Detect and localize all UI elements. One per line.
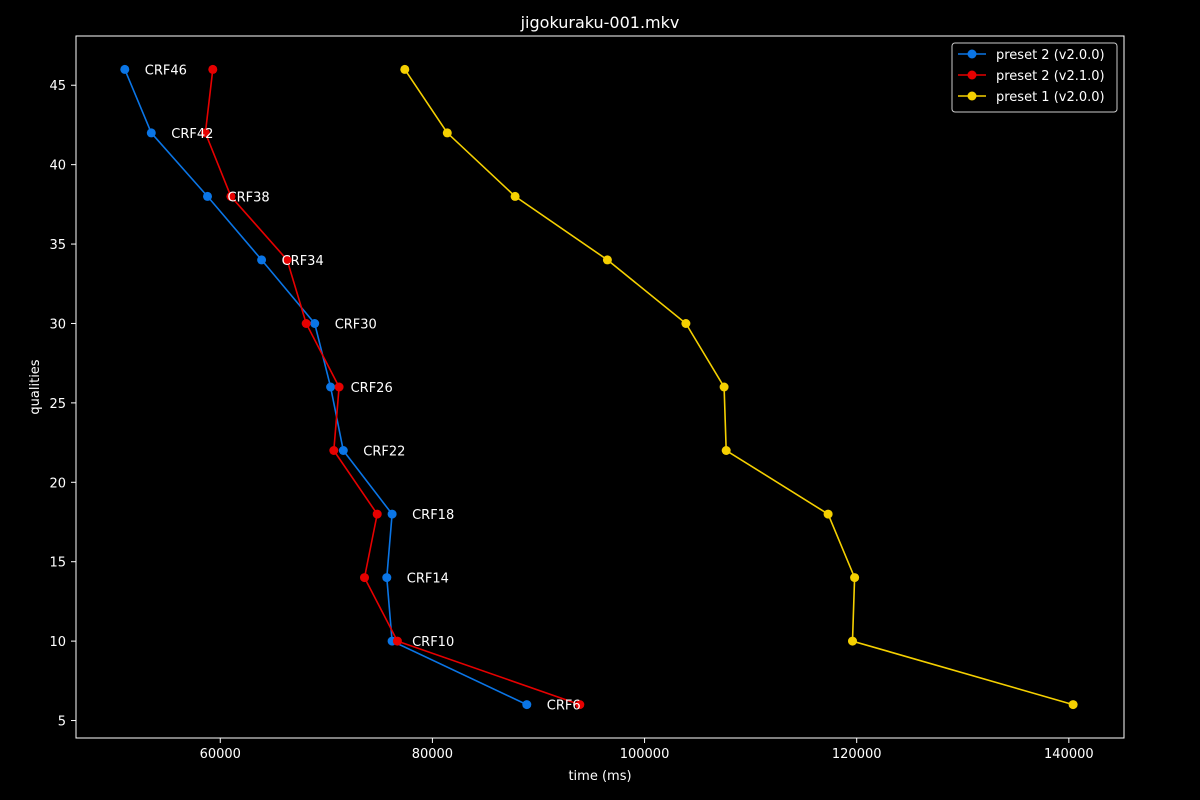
legend-label: preset 2 (v2.1.0) [996,69,1105,84]
data-point [387,509,397,519]
data-point [522,700,532,710]
plot-area: CRF46 CRF42 CRF38 CRF34 CRF30 CRF26 CRF22 CRF18… [120,63,1078,714]
data-point [200,128,210,138]
legend: preset 2 (v2.0.0) preset 2 (v2.1.0) preset… [951,42,1118,113]
plot-frame [75,35,1125,739]
series-2 [200,64,585,710]
y-tick-label: 25 [49,397,66,412]
x-tick-label: 80000 [412,747,453,762]
point-label: CRF34 [282,254,324,269]
data-point [721,446,731,455]
x-tick-label: 100000 [620,747,670,762]
y-tick-label: 10 [49,635,66,650]
data-point [392,636,402,646]
y-tick-label: 30 [49,317,66,332]
point-label: CRF42 [171,127,213,142]
data-point [282,255,292,265]
data-point [850,573,860,583]
x-tick-label: 120000 [832,747,882,762]
y-tick-label: 5 [58,715,66,730]
point-label: CRF38 [228,190,270,205]
x-tick-label: 60000 [200,747,241,762]
data-point [334,382,344,392]
data-point [146,128,156,138]
y-tick-label: 35 [49,238,66,253]
point-label: CRF30 [335,318,377,333]
point-label: CRF22 [363,445,405,460]
x-axis-label: time (ms) [568,769,631,784]
data-point [400,64,410,74]
data-point [1068,700,1078,710]
data-point [338,446,348,455]
legend-marker [967,91,977,101]
chart-title: jigokuraku-001.mkv [520,13,680,32]
point-label: CRF10 [412,635,454,650]
legend-label: preset 2 (v2.0.0) [996,48,1105,63]
legend-entry: preset 2 (v2.1.0) [958,69,1105,84]
data-point [326,382,336,392]
data-point [310,319,320,328]
data-point [848,636,857,646]
y-axis-label: qualities [28,359,43,414]
data-point [823,509,833,519]
legend-entry: preset 1 (v2.0.0) [958,90,1105,105]
data-point [602,255,612,265]
y-tick-label: 20 [49,476,66,491]
point-label: CRF6 [547,699,581,714]
x-tick-label: 140000 [1044,747,1094,762]
point-label: CRF14 [407,572,449,587]
data-point [120,64,130,74]
y-tick-label: 45 [49,79,66,94]
legend-marker [967,49,977,59]
data-point [442,128,452,138]
legend-box [951,42,1118,113]
x-axis: 60000 80000 100000 120000 140000 [200,738,1094,762]
legend-marker [967,70,977,80]
data-point [203,191,212,201]
point-label: CRF26 [351,381,393,396]
data-point [329,446,339,455]
data-point [226,191,236,201]
annotations: CRF46 CRF42 CRF38 CRF34 CRF30 CRF26 CRF22 CRF18… [145,63,581,713]
point-label: CRF46 [145,63,187,78]
point-label: CRF18 [412,508,454,523]
data-point [575,700,585,710]
data-point [257,255,267,265]
data-point [301,319,311,328]
y-tick-label: 15 [49,556,66,571]
data-point [382,573,392,583]
y-axis: 5 10 15 20 25 30 35 40 45 [49,79,76,730]
legend-entry: preset 2 (v2.0.0) [958,48,1105,63]
data-point [372,509,382,519]
data-point [510,191,520,201]
data-point [719,382,729,392]
legend-label: preset 1 (v2.0.0) [996,90,1105,105]
data-point [681,319,691,328]
data-point [360,573,369,583]
series-3 [400,64,1078,710]
y-tick-label: 40 [49,159,66,174]
data-point [208,64,218,74]
